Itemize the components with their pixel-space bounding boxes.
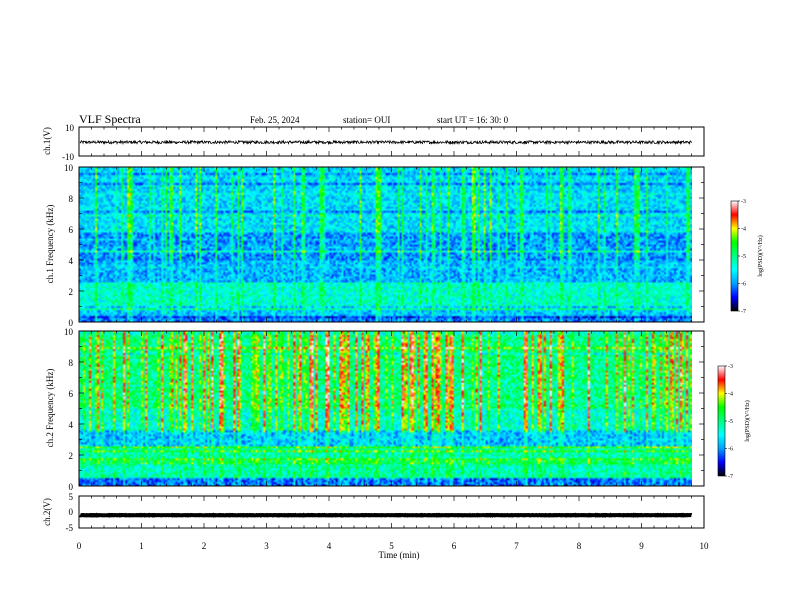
x-axis-tick-label: 6 <box>452 541 457 551</box>
ch2-spectrogram-image <box>79 331 692 486</box>
x-axis-tick-label: 8 <box>577 541 582 551</box>
ch1-waveform-ticks <box>78 127 705 156</box>
ch1-waveform-ylabel: ch.1(V) <box>42 127 52 155</box>
ch1-spectrogram-panel: 10 8 6 4 2 0 ch.1 Frequency (kHz) <box>45 163 705 328</box>
ch2-colorbar-ticks: -3 -4 -5 -6 -7 <box>725 364 733 480</box>
ch2-spectrogram-panel: 10 8 6 4 2 0 ch.2 Frequency (kHz) <box>45 327 705 492</box>
ch2-colorbar-tick-label: -3 <box>728 364 733 370</box>
ch2-spec-ytick-10: 10 <box>64 327 74 337</box>
figure-title: VLF Spectra <box>79 112 141 126</box>
ch1-colorbar-tick-label: -7 <box>741 309 746 315</box>
ch2-colorbar: -3 -4 -5 -6 -7 log(PSD)(V²/Hz) <box>717 364 751 480</box>
ch1-colorbar-tick-label: -3 <box>741 199 746 205</box>
x-axis-tick-label: 5 <box>389 541 394 551</box>
ch2-waveform-ytick-bottom: -5 <box>66 523 74 533</box>
x-axis-tick-label: 1 <box>139 541 144 551</box>
ch2-waveform-panel: 5 0 -5 ch.2(V) <box>42 492 705 533</box>
x-axis-label: Time (min) <box>379 550 420 560</box>
ch2-colorbar-tick-label: -5 <box>728 419 733 425</box>
date-label: Feb. 25, 2024 <box>250 115 300 125</box>
ch2-colorbar-tick-label: -6 <box>728 447 733 453</box>
ch1-colorbar-label: log(PSD)(V²/Hz) <box>757 235 764 276</box>
ch2-colorbar-label: log(PSD)(V²/Hz) <box>744 400 751 441</box>
x-axis-tick-label: 10 <box>700 541 710 551</box>
ch1-spec-ytick-10: 10 <box>64 163 74 173</box>
ch1-waveform-ytick-bottom: -10 <box>62 152 74 162</box>
ch2-waveform-ticks <box>78 496 705 528</box>
ch2-spec-ytick-2: 2 <box>69 451 74 461</box>
ch1-colorbar-tick-label: -4 <box>741 227 746 233</box>
ch1-waveform-panel: 10 -10 ch.1(V) <box>42 123 705 162</box>
ch1-colorbar-tick-label: -5 <box>741 254 746 260</box>
ch1-spec-ytick-2: 2 <box>69 287 74 297</box>
x-axis-tick-label: 3 <box>264 541 269 551</box>
x-axis-tick-label: 0 <box>77 541 82 551</box>
ch1-spec-ytick-8: 8 <box>69 194 74 204</box>
ch1-colorbar: -3 -4 -5 -6 -7 log(PSD)(V²/Hz) <box>730 199 764 315</box>
ch1-colorbar-tick-label: -6 <box>741 282 746 288</box>
ch2-spec-ytick-0: 0 <box>69 482 74 492</box>
ch2-waveform-ylabel: ch.2(V) <box>42 498 52 526</box>
ch2-spectrogram-ylabel: ch.2 Frequency (kHz) <box>45 369 55 448</box>
x-axis-tick-label: 2 <box>202 541 207 551</box>
ch1-colorbar-gradient <box>730 200 739 312</box>
ch2-waveform-ytick-mid: 0 <box>69 507 74 517</box>
ch2-spec-ytick-6: 6 <box>69 389 74 399</box>
ch2-waveform-ytick-top: 5 <box>69 492 74 502</box>
x-axis-tick-label: 4 <box>327 541 332 551</box>
ch1-spec-ytick-6: 6 <box>69 225 74 235</box>
x-axis-tick-label: 9 <box>639 541 644 551</box>
ch1-spectrogram-ticks <box>78 166 705 323</box>
ch2-spec-ytick-4: 4 <box>69 420 74 430</box>
ch2-colorbar-gradient <box>717 365 726 477</box>
ch1-spec-ytick-4: 4 <box>69 256 74 266</box>
ch2-spectrogram-ticks <box>78 330 705 487</box>
ch1-waveform-trace <box>79 139 692 146</box>
x-axis-tick-label: 7 <box>514 541 519 551</box>
ch2-colorbar-tick-label: -4 <box>728 392 733 398</box>
x-axis-tick-labels: 0 1 2 3 4 5 6 7 8 9 10 <box>77 541 709 551</box>
ch1-spectrogram-ylabel: ch.1 Frequency (kHz) <box>45 205 55 284</box>
ch1-spectrogram-image <box>79 167 692 322</box>
ch1-waveform-ytick-top: 10 <box>65 123 75 133</box>
station-label: station= OUI <box>343 115 390 125</box>
ch2-spec-ytick-8: 8 <box>69 358 74 368</box>
ch1-spec-ytick-0: 0 <box>69 318 74 328</box>
ch1-colorbar-ticks: -3 -4 -5 -6 -7 <box>738 199 746 315</box>
start-time-label: start UT = 16: 30: 0 <box>437 115 509 125</box>
ch2-colorbar-tick-label: -7 <box>728 474 733 480</box>
